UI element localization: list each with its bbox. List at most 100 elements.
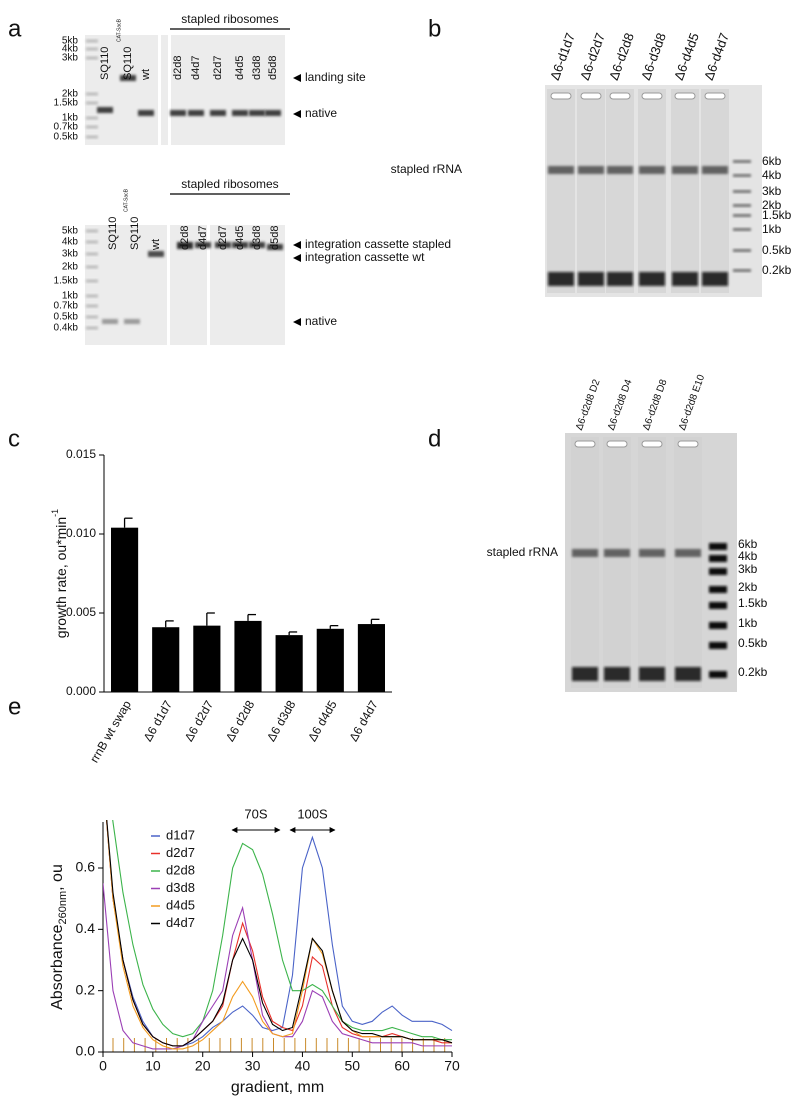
lane-separator [167,225,170,345]
marker-label: native [305,106,337,120]
ladder-label: 2kb [762,198,782,212]
panel-label: c [8,425,20,452]
ladder-band [86,265,98,269]
x-tick-label: Δ6 d3d8 [264,698,299,744]
lane-label: Δ6-d4d7 [701,31,732,82]
ladder-band [709,568,727,575]
ladder-band [709,671,727,678]
ladder-label: 2kb [62,262,79,273]
x-tick-label: Δ6 d4d7 [346,698,381,744]
gel-band [124,319,140,324]
ladder-band [86,56,98,60]
legend-label: d3d8 [166,880,195,895]
ladder-band [86,101,98,105]
y-tick-label: 0.005 [66,605,96,619]
ladder-band [86,39,98,43]
gel-well [677,440,699,448]
y-axis-label-sup: -1 [50,509,60,517]
ladder-band [86,252,98,256]
gel-band [572,667,598,681]
gel-band [672,272,698,286]
ladder-band [733,228,751,231]
lane-label: d3d8 [251,56,263,80]
ladder-band [709,586,727,593]
lane-label: d5d8 [267,56,279,80]
gel-band [639,166,665,174]
gel-lane [671,89,699,293]
gel-band [215,242,231,248]
y-tick-label: 0.6 [76,859,96,875]
ladder-band [733,160,751,163]
lane-label: Δ6-d2d8 D8 [641,378,670,432]
y-tick-label: 0.4 [76,920,96,936]
gel-well [641,440,663,448]
gel-band [639,549,665,557]
bar [193,625,221,692]
ladder-label: 4kb [738,549,758,563]
ladder-band [733,269,751,272]
bar [275,635,303,692]
gel-lane [571,437,599,688]
marker-arrow [293,318,301,326]
gel-band [267,244,283,250]
lane-label: wt [140,69,152,81]
ladder-band [86,135,98,139]
ladder-band [733,249,751,252]
ladder-label: 1.5kb [738,596,768,610]
ladder-band [86,304,98,308]
lane-label: d4d7 [197,226,209,250]
gel-band [578,272,604,286]
x-tick-label: 60 [394,1058,410,1074]
ladder-label: 1kb [62,291,79,302]
ladder-band [86,326,98,330]
gel-band [675,549,701,557]
ladder-band [733,204,751,207]
y-axis-label-text: Absorbance [49,924,66,1009]
ladder-band [709,543,727,550]
gel-band [604,667,630,681]
x-axis-label: gradient, mm [231,1079,324,1096]
bar [110,527,139,692]
panel-label: a [8,15,22,42]
lane-label: Δ6-d4d5 [671,31,702,82]
ladder-band [86,315,98,319]
y-axis-label-text: growth rate, ou*min [53,517,69,638]
lane-separator [207,225,210,345]
gel-lane [577,89,605,293]
lane-label: Δ6-d2d8 E10 [677,373,707,432]
lane-label: Δ6-d1d7 [547,31,578,82]
lane-label: Δ6-d2d7 [577,31,608,82]
lane-label: d2d8 [172,56,184,80]
gel-band [232,242,248,248]
ladder-label: 3kb [738,562,758,576]
ladder-label: 4kb [62,237,79,248]
lane-label: wt [150,239,162,251]
bar [152,627,180,692]
gel-well [704,92,726,100]
ladder-label: 0.5kb [762,243,792,257]
group-label: stapled ribosomes [181,177,278,191]
ladder-label: 0.4kb [54,323,79,334]
ladder-label: 0.5kb [54,132,79,143]
gel-band [702,166,728,174]
ladder-label: 3kb [62,249,79,260]
x-tick-label: Δ6 d4d5 [305,698,340,744]
gel-band [138,110,154,116]
group-label: stapled ribosomes [181,12,278,26]
legend-label: d4d7 [166,915,195,930]
x-tick-label: Δ6 d2d8 [223,698,258,744]
marker-label: native [305,314,337,328]
ladder-band [733,174,751,177]
ladder-band [86,240,98,244]
gel-band [177,242,193,249]
lane-label: Δ6-d2d8 [606,31,637,82]
lane-label: SQ110 [99,47,111,80]
gel-band [672,166,698,174]
ladder-label: 6kb [762,154,782,168]
gel-band [572,549,598,557]
gel-band [188,110,204,116]
gel-band [249,242,265,248]
gel-band [195,242,211,248]
lane-label: d5d8 [269,226,281,250]
gel-band [97,107,113,113]
